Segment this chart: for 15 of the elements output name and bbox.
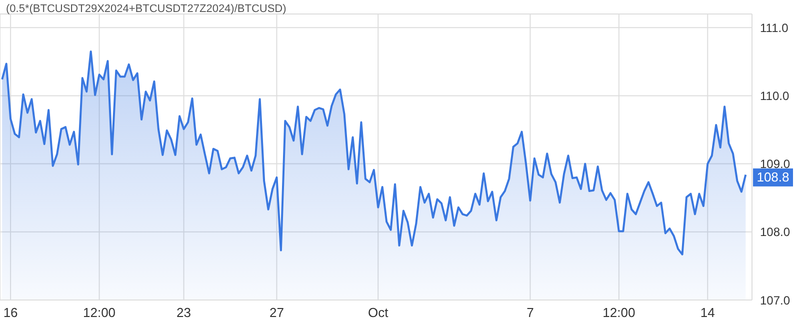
y-tick-label: 107.0 [760, 293, 790, 308]
chart-title: (0.5*(BTCUSDT29X2024+BTCUSDT27Z2024)/BTCUSD) [6, 3, 286, 15]
x-tick-label: 14 [700, 305, 715, 320]
x-tick-label: 12:00 [83, 305, 116, 320]
y-tick-label: 109.0 [760, 157, 790, 172]
y-tick-label: 108.0 [760, 225, 790, 240]
x-tick-label: 12:00 [602, 305, 636, 320]
x-tick-label: 7 [526, 305, 534, 320]
x-tick-label: 16 [3, 305, 18, 320]
x-tick-label: 23 [176, 305, 192, 320]
annotation: 108.8 [756, 169, 790, 184]
y-tick-label: 111.0 [760, 20, 789, 35]
y-tick-label: 110.0 [760, 88, 790, 103]
x-tick-label: 27 [269, 305, 284, 320]
x-tick-label: Oct [368, 305, 389, 320]
